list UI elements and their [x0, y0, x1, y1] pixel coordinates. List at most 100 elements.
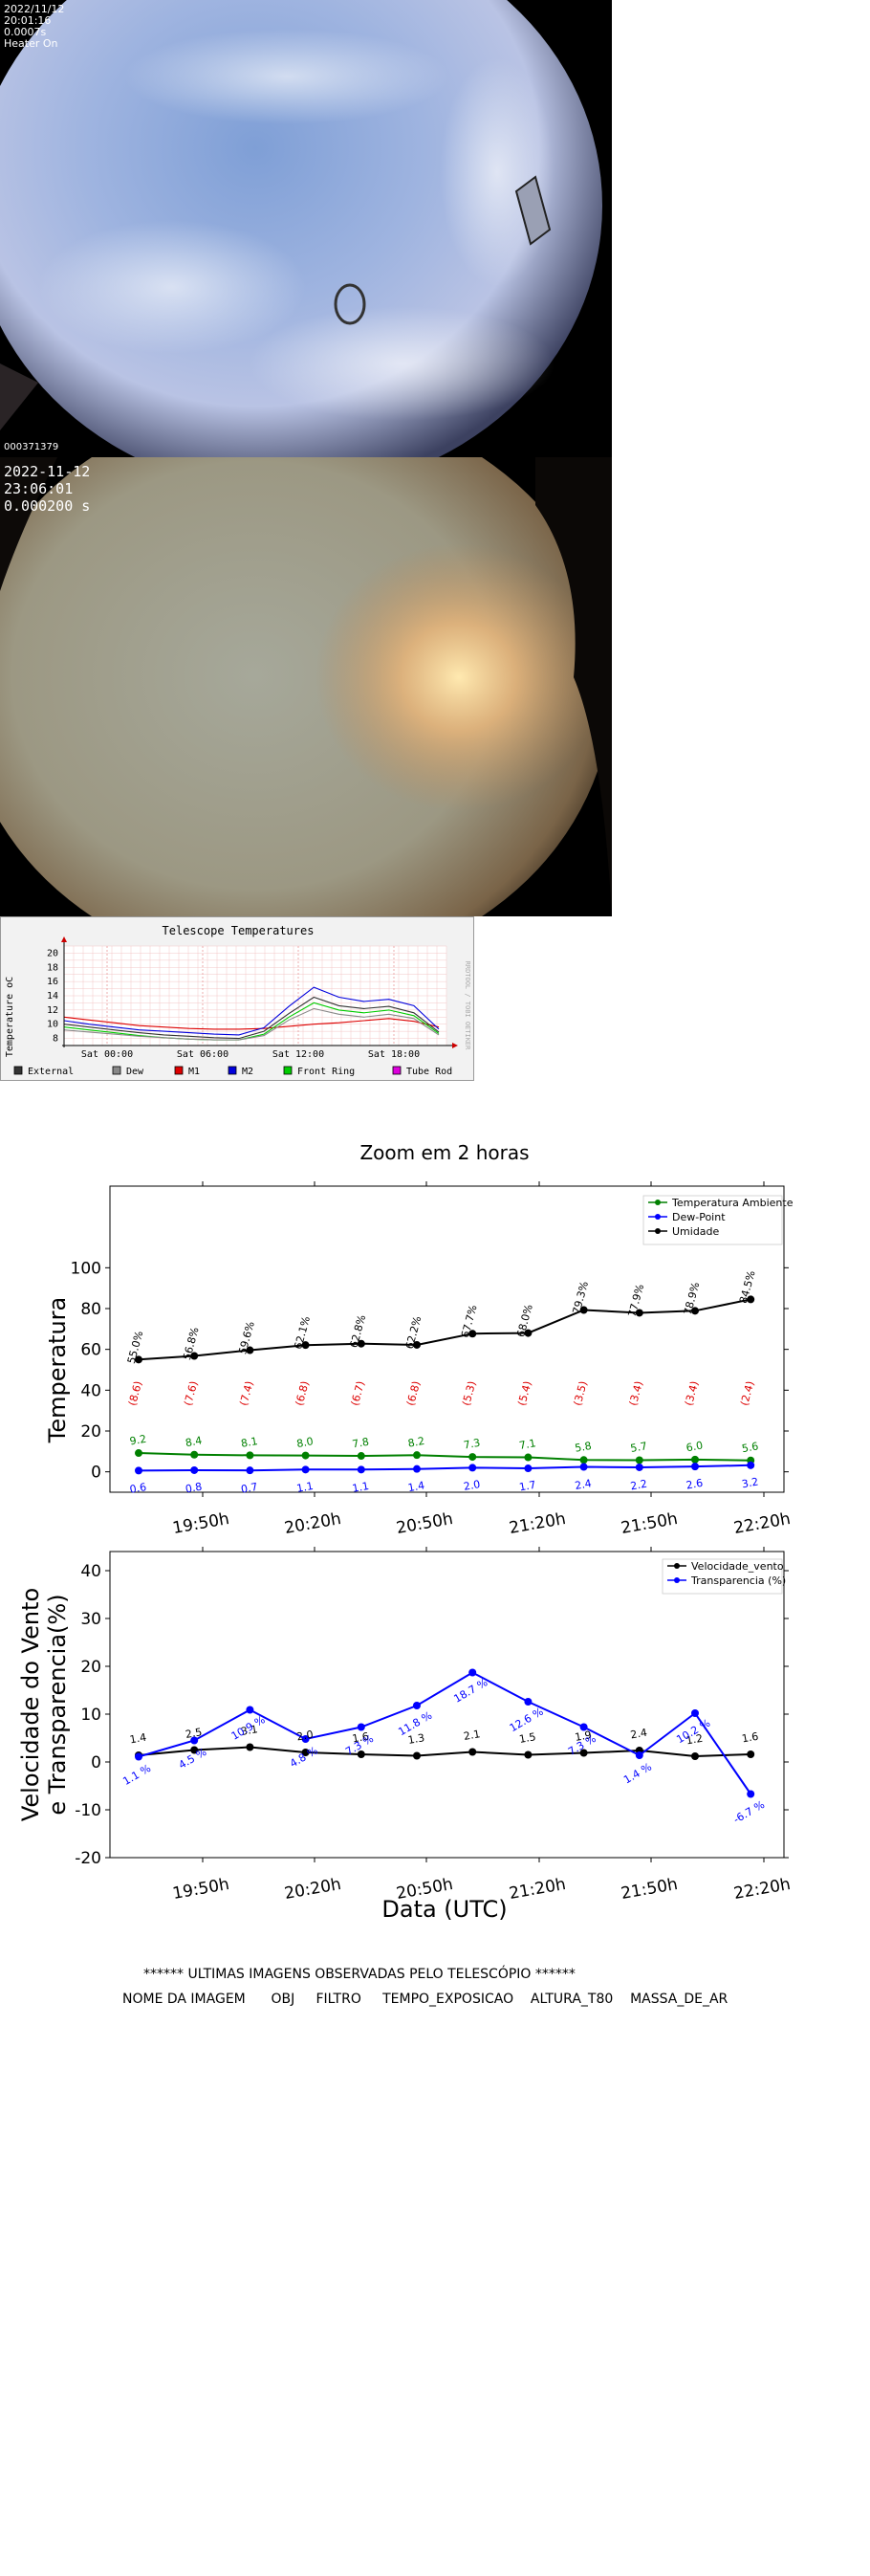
telescope-chart-title: Telescope Temperatures: [163, 924, 315, 937]
telescope-legend-label: Tube Rod: [406, 1067, 452, 1077]
dome-camera-view: [0, 457, 612, 916]
wind-label: 1.5: [518, 1730, 536, 1746]
wind-label: 1.6: [741, 1730, 759, 1746]
telescope-y-tick: 14: [47, 991, 58, 1002]
dome-date: 2022-11-12: [4, 463, 91, 480]
dewpoint-label: 3.2: [741, 1475, 759, 1490]
telescope-series-front-ring: [63, 1002, 440, 1041]
dewpoint-label: 1.7: [518, 1479, 536, 1494]
dewpoint-label: 1.1: [351, 1480, 369, 1495]
y-tick-label: 0: [91, 1464, 101, 1483]
legend-marker: [674, 1577, 680, 1583]
transparency-label: 1.1 %: [120, 1762, 153, 1788]
dewpoint-point: [579, 1463, 588, 1471]
temperature-point: [579, 1456, 588, 1464]
transparency-point: [635, 1751, 643, 1759]
observations-column-header: NOME DA IMAGEM: [122, 1992, 246, 2007]
telescope-y-tick: 10: [47, 1020, 58, 1030]
temperature-label: 9.2: [129, 1433, 147, 1448]
temperature-label: 5.6: [741, 1440, 759, 1455]
telescope-y-tick: 16: [47, 977, 58, 987]
dewpoint-point: [524, 1464, 533, 1473]
telescope-legend-swatch: [228, 1066, 237, 1075]
transparency-label: 4.8 %: [288, 1744, 320, 1770]
telescope-series-m1: [63, 1016, 440, 1030]
y-tick-label: 30: [80, 1610, 101, 1629]
temp-legend: Temperatura Ambiente Dew-Point Umidade: [642, 1195, 794, 1245]
zoom-chart-title: Zoom em 2 horas: [359, 1141, 529, 1164]
humidity-point: [135, 1355, 142, 1364]
telescope-chart-side-label: RRDTOOL / TOBI OETIKER: [464, 961, 471, 1051]
y-tick-label: -20: [75, 1849, 101, 1868]
temperature-point: [246, 1451, 254, 1460]
wind-label: 1.6: [351, 1730, 369, 1746]
dewpoint-point: [301, 1465, 310, 1474]
x-tick-label: 20:20h: [283, 1509, 342, 1538]
observations-column-header: MASSA_DE_AR: [630, 1992, 729, 2007]
temperature-point: [413, 1451, 421, 1460]
wind-point: [579, 1749, 588, 1757]
telescope-legend: External Dew M1 M2 Front Ring Tube Rod: [13, 1066, 452, 1077]
allsky-camera-info: 2022/11/12 20:01:16 0.0007s Heater On: [4, 4, 64, 50]
transparency-line: [138, 1671, 752, 1795]
wind-line: [138, 1746, 751, 1758]
telescope-legend-swatch: [174, 1066, 184, 1075]
dewpoint-difference-label: (2.4): [738, 1379, 756, 1407]
dewpoint-label: 0.8: [185, 1481, 203, 1496]
temperature-point: [468, 1453, 477, 1462]
allsky-date: 2022/11/12: [4, 3, 65, 15]
y-tick-label: 40: [80, 1381, 101, 1400]
telescope-temperatures-svg: Telescope Temperatures Temperature oC RR…: [5, 924, 471, 1077]
dewpoint-point: [190, 1465, 199, 1474]
x-tick-label: 21:50h: [620, 1875, 679, 1904]
transparency-point: [524, 1698, 533, 1706]
dewpoint-point: [413, 1464, 421, 1473]
x-tick-label: 22:20h: [732, 1875, 792, 1904]
transparency-point: [413, 1702, 421, 1709]
y-tick-label: -10: [75, 1801, 101, 1820]
observations-column-header: ALTURA_T80: [530, 1992, 614, 2007]
dewpoint-line: [138, 1464, 751, 1472]
temp-y-ticks: 0 20 40 60 80 100: [71, 1259, 789, 1483]
wind-panel-ylabel-line2: e Transparencia(%): [44, 1594, 71, 1815]
telescope-legend-swatch: [112, 1066, 121, 1075]
temperature-point: [635, 1456, 643, 1464]
legend-label: Velocidade_vento: [691, 1560, 784, 1573]
wind-label: 1.9: [574, 1728, 592, 1744]
allsky-heater-status: Heater On: [4, 37, 58, 50]
legend-marker: [655, 1228, 661, 1234]
observations-column-header: OBJ: [271, 1992, 295, 2007]
dewpoint-label: 2.6: [685, 1477, 704, 1492]
temp-series: 55.0% 56.8% 59.6% 62.1% 62.8% 62.2% 67.7% 68.0%…: [125, 1269, 760, 1496]
temp-panel-ylabel: Temperatura: [44, 1297, 71, 1444]
wind-series: 1.4 2.5 3.1 2.0 1.6 1.3 2.1 1.5 1.9 2.4 1.2 1.6 1.1 …: [120, 1668, 767, 1826]
telescope-y-tick: 8: [53, 1034, 58, 1045]
wind-label: 2.4: [629, 1727, 647, 1742]
temperature-label: 7.1: [518, 1437, 536, 1452]
dewpoint-difference-label: (7.4): [237, 1379, 255, 1407]
dewpoint-point: [246, 1466, 254, 1475]
transparency-label: -6.7 %: [731, 1798, 767, 1826]
dewpoint-difference-label: (6.8): [294, 1379, 312, 1407]
humidity-point: [468, 1330, 477, 1338]
temperature-label: 5.8: [574, 1440, 592, 1455]
transparency-point: [357, 1723, 365, 1731]
dewpoint-difference-label: (7.6): [182, 1379, 200, 1407]
y-tick-label: 80: [80, 1300, 101, 1319]
dewpoint-difference-label: (3.5): [572, 1379, 590, 1407]
dewpoint-point: [691, 1463, 699, 1471]
wind-point: [524, 1750, 533, 1759]
allsky-exposure: 0.0007s: [4, 26, 47, 38]
dewpoint-difference-label: (3.4): [683, 1379, 701, 1407]
telescope-x-tick: Sat 00:00: [81, 1049, 133, 1060]
wind-point: [468, 1748, 477, 1756]
telescope-legend-label: External: [28, 1067, 74, 1077]
legend-box: [642, 1195, 783, 1245]
legend-label: Transparencia (%): [690, 1574, 786, 1587]
wind-point: [357, 1750, 365, 1758]
dewpoint-label: 0.6: [129, 1481, 147, 1496]
temperature-label: 8.2: [407, 1435, 425, 1450]
wind-point: [747, 1750, 755, 1758]
temperature-point: [524, 1453, 533, 1462]
